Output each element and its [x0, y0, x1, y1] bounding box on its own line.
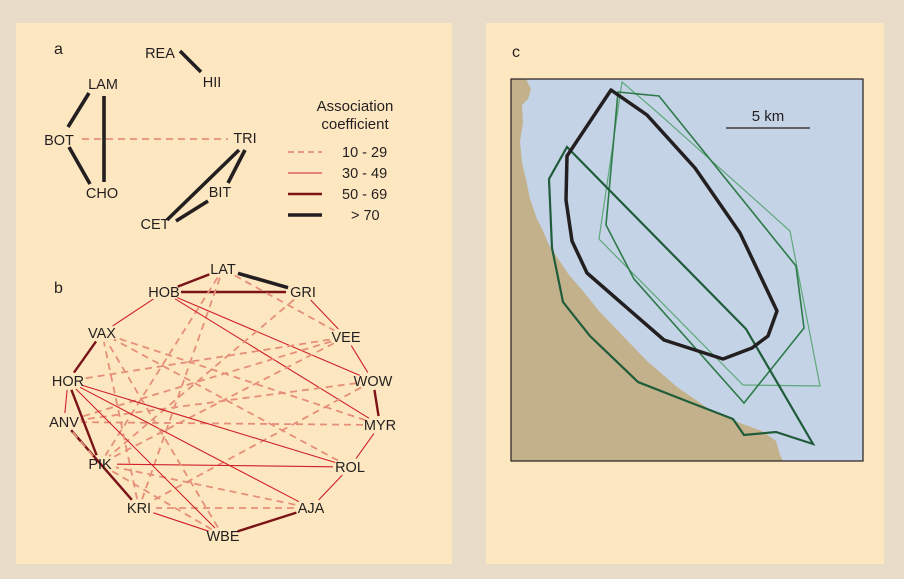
edge-hob-lat [177, 273, 210, 288]
edge-pik-anv [70, 429, 94, 457]
legend-title-line1: Association [317, 98, 394, 115]
legend-label-50-69: 50 - 69 [342, 187, 387, 203]
node-hor: HOR [52, 374, 84, 390]
edge-vee-wow [350, 345, 369, 373]
node-hii: HII [203, 75, 222, 91]
node-myr: MYR [364, 418, 396, 434]
node-cet: CET [141, 217, 170, 233]
edge-bot-cho [67, 146, 92, 185]
edge-rol-vax [113, 338, 339, 462]
edge-vee-anv [78, 340, 332, 419]
network-diagrams: REA HII LAM BOT CHO TRI BIT CET Associationcoef… [44, 41, 396, 545]
edge-aja-hor [79, 386, 300, 503]
node-anv: ANV [49, 415, 79, 431]
panel-a-edges [66, 49, 247, 223]
edge-vax-hob [112, 298, 154, 327]
legend-label-30-49: 30 - 49 [342, 166, 387, 182]
panel-b-nodes: LAT HOB GRI VAX VEE HOR WOW ANV MYR PIK ROL KRI AJA W… [49, 262, 396, 545]
node-lam: LAM [88, 77, 118, 93]
panel-c-label: c [512, 44, 520, 61]
edge-wow-myr [373, 389, 380, 417]
node-gri: GRI [290, 285, 316, 301]
edge-aja-wbe [237, 511, 297, 533]
legend-label-gt70: > 70 [351, 208, 380, 224]
edge-rol-hor [82, 384, 336, 464]
edge-gri-vee [310, 299, 339, 330]
range-black [564, 88, 779, 361]
node-tri: TRI [233, 131, 256, 147]
node-lat: LAT [210, 262, 236, 278]
edge-lat-gri [237, 271, 289, 290]
panel-b-label: b [54, 280, 63, 297]
edge-wow-kri [150, 386, 362, 503]
legend-label-10-29: 10 - 29 [342, 145, 387, 161]
right-panel: c 5 km [486, 23, 884, 564]
edge-myr-anv [80, 421, 364, 426]
edge-rol-aja [318, 474, 343, 501]
edge-wbe-hor [75, 388, 216, 529]
panel-a-label: a [54, 41, 63, 58]
edge-wow-anv [80, 382, 357, 421]
land-area [511, 79, 783, 461]
edge-lam-bot [66, 92, 91, 128]
edge-rol-pik [116, 463, 334, 468]
node-cho: CHO [86, 186, 118, 202]
scale-label: 5 km [752, 108, 785, 125]
edge-gri-pik [108, 298, 295, 458]
edge-bit-cet [175, 199, 209, 223]
edge-lat-vee [234, 274, 335, 332]
edge-aja-pik [115, 466, 296, 506]
map-frame [510, 78, 864, 462]
legend-title-line2: coefficient [321, 116, 389, 133]
range-dark-green [547, 145, 816, 446]
range-map: c 5 km [510, 44, 864, 462]
node-bit: BIT [209, 185, 232, 201]
node-rea: REA [145, 46, 175, 62]
edge-anv-hor [64, 389, 68, 414]
node-rol: ROL [335, 460, 365, 476]
edge-rea-hii [178, 49, 203, 74]
edge-wbe-pik [110, 469, 213, 531]
node-pik: PIK [88, 457, 112, 473]
panel-b-edges [64, 271, 380, 533]
edge-kri-vax [103, 341, 138, 500]
node-aja: AJA [298, 501, 325, 517]
node-vax: VAX [88, 326, 116, 342]
edge-pik-hor [70, 389, 98, 456]
node-hob: HOB [148, 285, 179, 301]
node-wow: WOW [354, 374, 393, 390]
edge-lat-kri [141, 277, 221, 500]
edge-hob-wow [177, 297, 360, 376]
edge-wbe-kri [153, 512, 209, 532]
edge-hor-vax [72, 340, 98, 374]
edge-tri-cet [165, 148, 241, 222]
range-mid-green [605, 91, 805, 405]
edge-myr-vax [116, 336, 366, 422]
edge-myr-rol [355, 433, 375, 459]
edge-wbe-vax [106, 341, 219, 528]
node-kri: KRI [127, 501, 151, 517]
node-bot: BOT [44, 133, 74, 149]
edge-tri-bit [226, 149, 247, 184]
panel-a-nodes: REA HII LAM BOT CHO TRI BIT CET [44, 46, 257, 233]
left-panel: REA HII LAM BOT CHO TRI BIT CET Association coef… [16, 23, 452, 564]
range-light-green [598, 80, 821, 387]
node-vee: VEE [331, 330, 360, 346]
node-wbe: WBE [206, 529, 239, 545]
